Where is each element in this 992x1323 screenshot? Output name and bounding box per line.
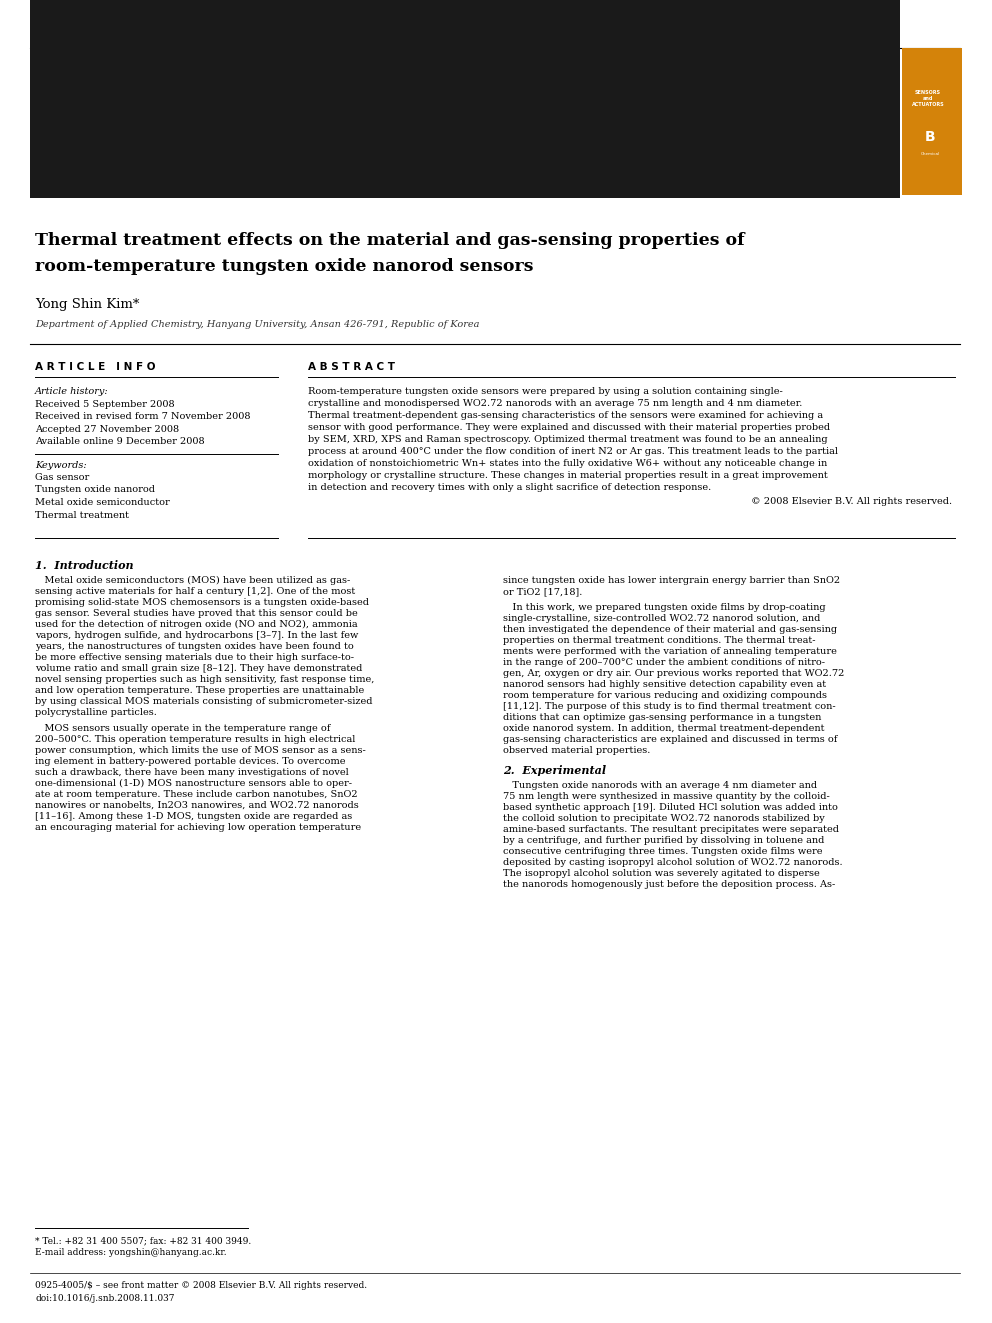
Text: * Tel.: +82 31 400 5507; fax: +82 31 400 3949.: * Tel.: +82 31 400 5507; fax: +82 31 400… — [35, 1236, 251, 1245]
Text: power consumption, which limits the use of MOS sensor as a sens-: power consumption, which limits the use … — [35, 746, 366, 755]
Text: consecutive centrifuging three times. Tungsten oxide films were: consecutive centrifuging three times. Tu… — [503, 847, 822, 856]
Text: © 2008 Elsevier B.V. All rights reserved.: © 2008 Elsevier B.V. All rights reserved… — [751, 497, 952, 505]
Text: [11–16]. Among these 1-D MOS, tungsten oxide are regarded as: [11–16]. Among these 1-D MOS, tungsten o… — [35, 812, 352, 822]
Text: Yong Shin Kim*: Yong Shin Kim* — [35, 298, 139, 311]
Text: gas-sensing characteristics are explained and discussed in terms of: gas-sensing characteristics are explaine… — [503, 736, 837, 744]
Text: room-temperature tungsten oxide nanorod sensors: room-temperature tungsten oxide nanorod … — [35, 258, 534, 275]
Text: Tungsten oxide nanorod: Tungsten oxide nanorod — [35, 486, 155, 495]
Text: gas sensor. Several studies have proved that this sensor could be: gas sensor. Several studies have proved … — [35, 609, 358, 618]
Text: 0925-4005/$ – see front matter © 2008 Elsevier B.V. All rights reserved.: 0925-4005/$ – see front matter © 2008 El… — [35, 1281, 367, 1290]
Text: single-crystalline, size-controlled WO2.72 nanorod solution, and: single-crystalline, size-controlled WO2.… — [503, 614, 820, 623]
Text: used for the detection of nitrogen oxide (NO and NO2), ammonia: used for the detection of nitrogen oxide… — [35, 620, 358, 630]
Text: since tungsten oxide has lower intergrain energy barrier than SnO2: since tungsten oxide has lower intergrai… — [503, 576, 840, 585]
Text: ScienceDirect: ScienceDirect — [387, 67, 548, 78]
Text: E-mail address: yongshin@hanyang.ac.kr.: E-mail address: yongshin@hanyang.ac.kr. — [35, 1248, 226, 1257]
Text: Gas sensor: Gas sensor — [35, 474, 89, 482]
Text: in the range of 200–700°C under the ambient conditions of nitro-: in the range of 200–700°C under the ambi… — [503, 658, 825, 667]
Text: MOS sensors usually operate in the temperature range of: MOS sensors usually operate in the tempe… — [35, 724, 330, 733]
Text: based synthetic approach [19]. Diluted HCl solution was added into: based synthetic approach [19]. Diluted H… — [503, 803, 838, 812]
Text: in detection and recovery times with only a slight sacrifice of detection respon: in detection and recovery times with onl… — [308, 483, 711, 492]
Text: nanowires or nanobelts, In2O3 nanowires, and WO2.72 nanorods: nanowires or nanobelts, In2O3 nanowires,… — [35, 800, 359, 810]
Text: Keywords:: Keywords: — [35, 460, 86, 470]
Text: sensor with good performance. They were explained and discussed with their mater: sensor with good performance. They were … — [308, 423, 830, 433]
Text: Tungsten oxide nanorods with an average 4 nm diameter and: Tungsten oxide nanorods with an average … — [503, 781, 817, 790]
Text: Sensors and Actuators B: Chemical: Sensors and Actuators B: Chemical — [341, 103, 755, 123]
Text: crystalline and monodispersed WO2.72 nanorods with an average 75 nm length and 4: crystalline and monodispersed WO2.72 nan… — [308, 400, 803, 407]
Text: 1.  Introduction: 1. Introduction — [35, 560, 134, 572]
Text: ditions that can optimize gas-sensing performance in a tungsten: ditions that can optimize gas-sensing pe… — [503, 713, 821, 722]
Text: promising solid-state MOS chemosensors is a tungsten oxide-based: promising solid-state MOS chemosensors i… — [35, 598, 369, 607]
Text: ❧: ❧ — [99, 105, 125, 134]
Text: the colloid solution to precipitate WO2.72 nanorods stabilized by: the colloid solution to precipitate WO2.… — [503, 814, 824, 823]
Bar — [30, 0, 900, 198]
Text: In this work, we prepared tungsten oxide films by drop-coating: In this work, we prepared tungsten oxide… — [503, 603, 825, 613]
Text: by using classical MOS materials consisting of submicrometer-sized: by using classical MOS materials consist… — [35, 697, 373, 706]
Text: novel sensing properties such as high sensitivity, fast response time,: novel sensing properties such as high se… — [35, 675, 374, 684]
Bar — [30, 48, 198, 194]
Text: be more effective sensing materials due to their high surface-to-: be more effective sensing materials due … — [35, 654, 354, 662]
Text: Accepted 27 November 2008: Accepted 27 November 2008 — [35, 425, 180, 434]
Text: one-dimensional (1-D) MOS nanostructure sensors able to oper-: one-dimensional (1-D) MOS nanostructure … — [35, 779, 352, 789]
Text: such a drawback, there have been many investigations of novel: such a drawback, there have been many in… — [35, 767, 349, 777]
Text: 2.  Experimental: 2. Experimental — [503, 765, 606, 777]
Text: Chemical: Chemical — [921, 152, 939, 156]
Text: The isopropyl alcohol solution was severely agitated to disperse: The isopropyl alcohol solution was sever… — [503, 869, 819, 878]
Text: process at around 400°C under the flow condition of inert N2 or Ar gas. This tre: process at around 400°C under the flow c… — [308, 447, 838, 456]
Text: Metal oxide semiconductors (MOS) have been utilized as gas-: Metal oxide semiconductors (MOS) have be… — [35, 576, 350, 585]
Text: doi:10.1016/j.snb.2008.11.037: doi:10.1016/j.snb.2008.11.037 — [35, 1294, 175, 1303]
Text: deposited by casting isopropyl alcohol solution of WO2.72 nanorods.: deposited by casting isopropyl alcohol s… — [503, 859, 842, 867]
Text: vapors, hydrogen sulfide, and hydrocarbons [3–7]. In the last few: vapors, hydrogen sulfide, and hydrocarbo… — [35, 631, 358, 640]
Bar — [902, 48, 962, 194]
Text: 200–500°C. This operation temperature results in high electrical: 200–500°C. This operation temperature re… — [35, 736, 355, 744]
Bar — [200, 48, 700, 194]
Text: and low operation temperature. These properties are unattainable: and low operation temperature. These pro… — [35, 687, 364, 695]
Text: A B S T R A C T: A B S T R A C T — [308, 363, 395, 372]
Text: A R T I C L E   I N F O: A R T I C L E I N F O — [35, 363, 156, 372]
Text: properties on thermal treatment conditions. The thermal treat-: properties on thermal treatment conditio… — [503, 636, 815, 646]
Text: Department of Applied Chemistry, Hanyang University, Ansan 426-791, Republic of : Department of Applied Chemistry, Hanyang… — [35, 320, 479, 329]
Text: volume ratio and small grain size [8–12]. They have demonstrated: volume ratio and small grain size [8–12]… — [35, 664, 362, 673]
Text: [11,12]. The purpose of this study is to find thermal treatment con-: [11,12]. The purpose of this study is to… — [503, 703, 835, 710]
Text: Sensors and Actuators B 137 (2009) 297–304: Sensors and Actuators B 137 (2009) 297–3… — [392, 32, 600, 41]
Text: Thermal treatment-dependent gas-sensing characteristics of the sensors were exam: Thermal treatment-dependent gas-sensing … — [308, 411, 823, 419]
Text: Contents lists available at: Contents lists available at — [418, 67, 548, 78]
Text: Received 5 September 2008: Received 5 September 2008 — [35, 400, 175, 409]
Text: B: B — [925, 130, 935, 144]
Text: by SEM, XRD, XPS and Raman spectroscopy. Optimized thermal treatment was found t: by SEM, XRD, XPS and Raman spectroscopy.… — [308, 435, 827, 445]
Text: www.elsevier.com/locate/snb: www.elsevier.com/locate/snb — [347, 157, 548, 168]
Text: oxide nanorod system. In addition, thermal treatment-dependent: oxide nanorod system. In addition, therm… — [503, 724, 824, 733]
Text: ments were performed with the variation of annealing temperature: ments were performed with the variation … — [503, 647, 837, 656]
Text: Article history:: Article history: — [35, 388, 109, 396]
Text: amine-based surfactants. The resultant precipitates were separated: amine-based surfactants. The resultant p… — [503, 826, 839, 833]
Text: nanorod sensors had highly sensitive detection capability even at: nanorod sensors had highly sensitive det… — [503, 680, 826, 689]
Text: then investigated the dependence of their material and gas-sensing: then investigated the dependence of thei… — [503, 624, 837, 634]
Text: journal homepage:: journal homepage: — [452, 157, 548, 168]
Text: by a centrifuge, and further purified by dissolving in toluene and: by a centrifuge, and further purified by… — [503, 836, 824, 845]
Text: Room-temperature tungsten oxide sensors were prepared by using a solution contai: Room-temperature tungsten oxide sensors … — [308, 388, 783, 396]
Text: years, the nanostructures of tungsten oxides have been found to: years, the nanostructures of tungsten ox… — [35, 642, 354, 651]
Text: an encouraging material for achieving low operation temperature: an encouraging material for achieving lo… — [35, 823, 361, 832]
Text: Received in revised form 7 November 2008: Received in revised form 7 November 2008 — [35, 413, 251, 422]
Text: 75 nm length were synthesized in massive quantity by the colloid-: 75 nm length were synthesized in massive… — [503, 792, 829, 800]
Text: SENSORS
and
ACTUATORS: SENSORS and ACTUATORS — [912, 90, 944, 107]
Text: ate at room temperature. These include carbon nanotubes, SnO2: ate at room temperature. These include c… — [35, 790, 358, 799]
Text: observed material properties.: observed material properties. — [503, 746, 651, 755]
Text: or TiO2 [17,18].: or TiO2 [17,18]. — [503, 587, 582, 595]
Text: sensing active materials for half a century [1,2]. One of the most: sensing active materials for half a cent… — [35, 587, 355, 595]
Text: Thermal treatment effects on the material and gas-sensing properties of: Thermal treatment effects on the materia… — [35, 232, 745, 249]
Text: polycrystalline particles.: polycrystalline particles. — [35, 708, 157, 717]
Text: gen, Ar, oxygen or dry air. Our previous works reported that WO2.72: gen, Ar, oxygen or dry air. Our previous… — [503, 669, 844, 677]
Text: oxidation of nonstoichiometric Wn+ states into the fully oxidative W6+ without a: oxidation of nonstoichiometric Wn+ state… — [308, 459, 827, 468]
Text: morphology or crystalline structure. These changes in material properties result: morphology or crystalline structure. The… — [308, 471, 827, 480]
Text: ing element in battery-powered portable devices. To overcome: ing element in battery-powered portable … — [35, 757, 345, 766]
Text: ELSEVIER: ELSEVIER — [82, 175, 142, 185]
Text: Available online 9 December 2008: Available online 9 December 2008 — [35, 438, 204, 446]
Text: Thermal treatment: Thermal treatment — [35, 511, 129, 520]
Text: the nanorods homogenously just before the deposition process. As-: the nanorods homogenously just before th… — [503, 880, 835, 889]
Text: room temperature for various reducing and oxidizing compounds: room temperature for various reducing an… — [503, 691, 827, 700]
Text: Metal oxide semiconductor: Metal oxide semiconductor — [35, 497, 170, 507]
